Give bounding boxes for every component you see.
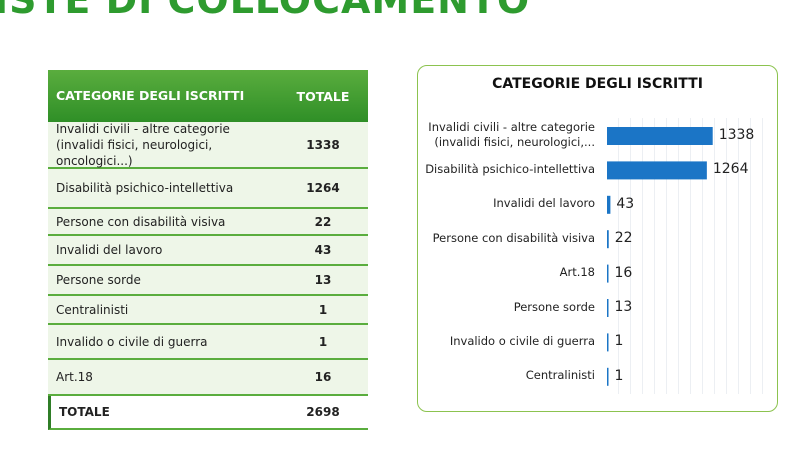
value-cell: 1338 (306, 137, 340, 152)
category-cell: Persone sorde (56, 273, 141, 287)
category-label: Persone sorde (513, 299, 595, 314)
total-row: TOTALE 2698 (48, 396, 368, 430)
bar (607, 299, 609, 317)
value-label: 1 (614, 333, 624, 350)
table-row: Persone sorde 13 (48, 266, 368, 296)
table: CATEGORIE DEGLI ISCRITTI TOTALE Invalidi… (48, 70, 368, 430)
category-label: Centralinisti (525, 368, 595, 383)
value-label: 13 (614, 299, 633, 315)
bar (607, 230, 609, 249)
category-cell: Invalido o civile di guerra (56, 334, 208, 349)
value-cell: 43 (314, 243, 332, 257)
value-label: 22 (614, 230, 633, 247)
value-cell: 1264 (306, 181, 340, 195)
bar (607, 127, 713, 145)
table-row: Invalido o civile di guerra 1 (48, 325, 368, 360)
table-header: CATEGORIE DEGLI ISCRITTI TOTALE (48, 70, 368, 122)
header-cell: CATEGORIE DEGLI ISCRITTI (56, 88, 245, 103)
chart-title: CATEGORIE DEGLI ISCRITTI (492, 76, 703, 92)
category-label: Art.18 (559, 265, 595, 280)
category-label: Disabilità psichico-intellettiva (425, 161, 595, 176)
page-title: ISTE DI COLLOCAMENTO (0, 0, 531, 22)
bar (607, 264, 609, 283)
header-cell: TOTALE (296, 88, 350, 104)
bar (607, 195, 611, 214)
category-cell: Disabilità psichico-intellettiva (56, 181, 234, 195)
category-cell: Centralinisti (56, 302, 129, 317)
bar (607, 367, 609, 386)
table-row: Disabilità psichico-intellettiva 1264 (48, 169, 368, 209)
value-cell: 1 (318, 302, 328, 317)
total-value: 2698 (306, 405, 340, 419)
bar (607, 333, 609, 352)
value-label: 16 (614, 264, 633, 281)
category-label: Invalidi civili - altre categorie (inval… (428, 120, 595, 149)
table-row: Art.18 16 (48, 360, 368, 396)
value-cell: 13 (314, 273, 332, 287)
value-cell: 22 (314, 214, 332, 229)
value-cell: 16 (314, 370, 332, 384)
total-label: TOTALE (59, 405, 110, 419)
value-label: 43 (616, 195, 635, 212)
category-cell: Invalidi del lavoro (56, 243, 163, 257)
table-row: Invalidi civili - altre categorie (inval… (48, 122, 368, 169)
value-label: 1338 (718, 127, 755, 143)
value-cell: 1 (318, 334, 328, 349)
category-label: Invalidi del lavoro (493, 196, 595, 211)
category-cell: Persone con disabilità visiva (56, 214, 226, 229)
category-label: Invalido o civile di guerra (449, 333, 595, 348)
table-row: Persone con disabilità visiva 22 (48, 209, 368, 236)
table-row: Centralinisti 1 (48, 296, 368, 325)
category-cell: Art.18 (56, 370, 93, 384)
chart-frame (417, 65, 778, 412)
category-label: Persone con disabilità visiva (432, 230, 595, 245)
value-label: 1 (614, 367, 624, 384)
bar (607, 161, 707, 180)
table-row: Invalidi del lavoro 43 (48, 236, 368, 266)
category-cell: Invalidi civili - altre categorie (inval… (56, 121, 230, 168)
value-label: 1264 (712, 161, 749, 178)
